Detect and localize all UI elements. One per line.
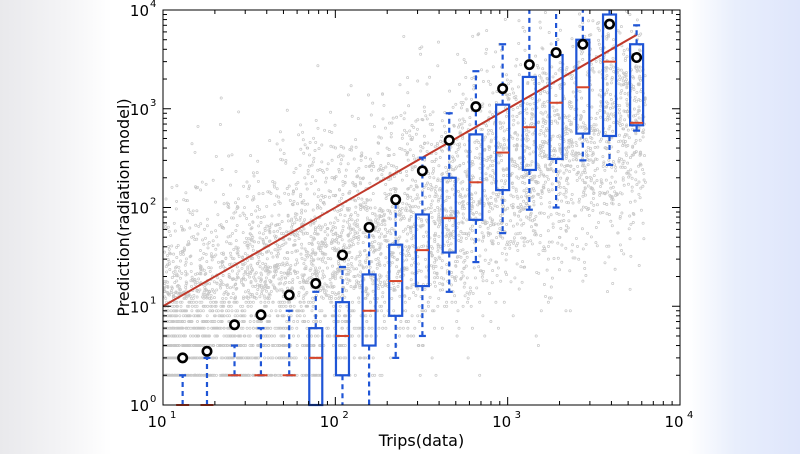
- mean-marker-17: [631, 52, 643, 64]
- y-tick-label-4: 10: [130, 2, 149, 20]
- y-tick-label-0: 10: [130, 397, 149, 415]
- mean-marker-6: [336, 249, 348, 261]
- box-3: [254, 327, 268, 377]
- box-17: [629, 24, 645, 132]
- mean-marker-4: [283, 289, 295, 301]
- x-tick-label-1: 10: [320, 413, 339, 431]
- x-tick-exponent-2: 3: [515, 410, 521, 421]
- box-10: [441, 112, 457, 293]
- box-body: [495, 103, 511, 192]
- box-body: [441, 176, 457, 254]
- mean-marker-3: [255, 309, 267, 321]
- x-axis-label: Trips(data): [378, 431, 464, 450]
- identity-line: [162, 33, 638, 308]
- box-4: [282, 309, 296, 377]
- box-7: [361, 228, 377, 405]
- box-6: [334, 265, 351, 405]
- mean-marker-2: [229, 319, 241, 331]
- mean-marker-13: [523, 59, 535, 71]
- box-body: [468, 133, 484, 221]
- mean-marker-8: [390, 194, 402, 206]
- x-tick-label-0: 10: [147, 413, 166, 431]
- mean-marker-0: [177, 352, 189, 364]
- mean-marker-10: [443, 134, 455, 146]
- x-tick-label-3: 10: [664, 413, 683, 431]
- mean-marker-5: [310, 277, 322, 289]
- box-2: [228, 344, 242, 377]
- box-body: [601, 13, 618, 138]
- box-12: [495, 43, 511, 235]
- y-tick-exponent-2: 2: [150, 197, 156, 208]
- mean-marker-14: [550, 47, 562, 59]
- x-tick-exponent-3: 4: [687, 410, 693, 421]
- mean-marker-9: [416, 165, 428, 177]
- y-tick-label-2: 10: [130, 200, 149, 218]
- mean-marker-7: [363, 221, 375, 233]
- y-tick-exponent-1: 1: [150, 295, 156, 306]
- mean-marker-layer: [177, 18, 643, 364]
- y-tick-exponent-3: 3: [150, 98, 156, 109]
- y-tick-exponent-0: 0: [150, 394, 156, 405]
- mean-marker-12: [497, 83, 509, 95]
- box-16: [601, 10, 618, 167]
- mean-marker-11: [470, 101, 482, 113]
- box-8: [388, 200, 404, 359]
- axes: 10 1 10 2 10 3 10 410 010 110 210 310 4: [130, 0, 693, 431]
- box-body: [334, 301, 351, 377]
- box-9: [414, 156, 430, 338]
- y-tick-exponent-4: 4: [150, 0, 156, 10]
- identity-line-layer: [162, 33, 638, 308]
- mean-marker-1: [201, 345, 213, 357]
- mean-marker-16: [604, 18, 616, 30]
- x-tick-label-2: 10: [492, 413, 511, 431]
- y-axis-label: Prediction(radiation model): [114, 98, 133, 316]
- box-body: [521, 75, 537, 172]
- box-body: [629, 43, 645, 127]
- mean-marker-15: [577, 38, 589, 50]
- x-tick-exponent-0: 1: [170, 410, 176, 421]
- y-tick-label-3: 10: [130, 101, 149, 119]
- x-tick-exponent-1: 2: [342, 410, 348, 421]
- y-tick-label-1: 10: [130, 298, 149, 316]
